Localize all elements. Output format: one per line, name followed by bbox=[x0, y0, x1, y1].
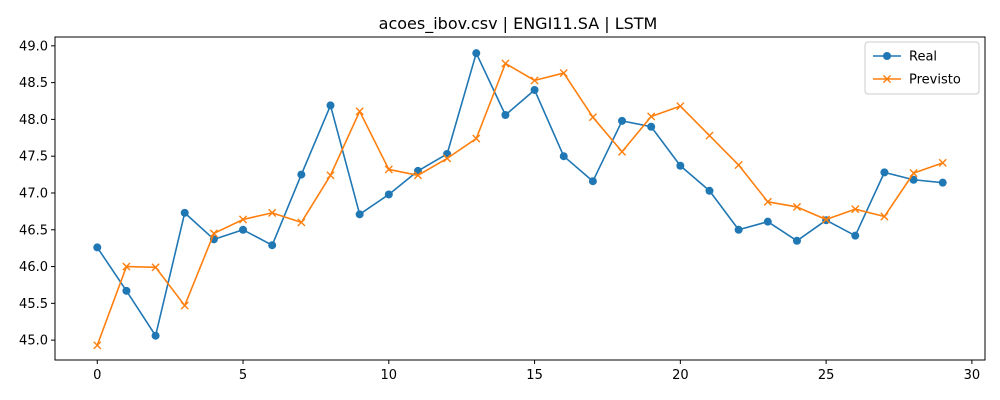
x-tick-label: 10 bbox=[381, 368, 398, 383]
data-point-previsto bbox=[647, 112, 656, 121]
data-point-real bbox=[676, 161, 685, 170]
data-point-previsto bbox=[530, 76, 539, 85]
legend-marker-real bbox=[883, 52, 891, 60]
data-point-real bbox=[297, 170, 306, 179]
data-point-previsto bbox=[268, 208, 277, 217]
data-point-real bbox=[472, 49, 481, 58]
data-point-previsto bbox=[792, 202, 802, 212]
plot-area: 0 5 10 15 20 25 30 45.0 45.5 46.0 46.5 47.0 47.5 48.0… bbox=[19, 36, 986, 383]
data-point-previsto bbox=[151, 263, 160, 272]
chart-title: acoes_ibov.csv | ENGI11.SA | LSTM bbox=[379, 14, 658, 34]
data-point-real bbox=[93, 243, 102, 252]
data-point-real bbox=[734, 225, 743, 234]
plot-frame bbox=[54, 36, 986, 361]
data-point-previsto bbox=[472, 134, 481, 143]
data-point-real bbox=[851, 231, 860, 240]
data-point-previsto bbox=[676, 102, 685, 111]
data-point-previsto bbox=[209, 229, 218, 238]
data-point-previsto bbox=[617, 147, 627, 156]
data-point-real bbox=[559, 152, 568, 161]
series-line-previsto bbox=[96, 62, 943, 346]
data-point-real bbox=[618, 116, 627, 125]
data-point-real bbox=[705, 186, 714, 195]
data-point-real bbox=[268, 241, 277, 250]
data-point-previsto bbox=[355, 107, 364, 116]
data-point-real bbox=[647, 122, 656, 131]
data-point-real bbox=[239, 225, 248, 234]
y-tick-label: 45.0 bbox=[19, 334, 48, 349]
y-tick-label: 49.0 bbox=[19, 39, 48, 54]
x-tick-label: 5 bbox=[239, 368, 247, 383]
y-tick-label: 46.0 bbox=[19, 260, 48, 275]
y-tick-label: 47.5 bbox=[19, 150, 48, 165]
data-point-previsto bbox=[180, 301, 189, 310]
data-point-previsto bbox=[443, 154, 452, 163]
x-tick-label: 30 bbox=[964, 368, 981, 383]
data-point-previsto bbox=[501, 59, 510, 68]
y-tick-label: 48.0 bbox=[19, 113, 48, 128]
data-point-real bbox=[355, 210, 364, 219]
data-point-real bbox=[792, 236, 801, 245]
data-point-previsto bbox=[122, 262, 131, 271]
legend-label-real: Real bbox=[909, 50, 937, 65]
data-point-previsto bbox=[238, 215, 248, 224]
data-point-previsto bbox=[326, 171, 335, 180]
data-point-real bbox=[938, 178, 947, 187]
y-tick-label: 45.5 bbox=[19, 297, 48, 312]
data-point-previsto bbox=[938, 158, 947, 167]
y-tick-label: 48.5 bbox=[19, 76, 48, 91]
data-point-previsto bbox=[559, 68, 568, 78]
data-point-previsto bbox=[705, 131, 714, 140]
x-tick-label: 15 bbox=[526, 368, 543, 383]
data-point-previsto bbox=[384, 165, 393, 174]
data-point-previsto bbox=[851, 205, 860, 214]
data-point-real bbox=[151, 331, 160, 340]
legend: Real Previsto bbox=[864, 41, 980, 95]
data-point-real bbox=[384, 190, 393, 199]
data-point-real bbox=[880, 168, 889, 177]
data-point-real bbox=[122, 286, 131, 295]
data-point-real bbox=[909, 175, 918, 184]
y-tick-label: 47.0 bbox=[19, 186, 48, 201]
data-point-previsto bbox=[880, 212, 889, 221]
legend-label-previsto: Previsto bbox=[909, 73, 961, 88]
data-point-previsto bbox=[297, 218, 306, 227]
legend-marker-previsto bbox=[882, 74, 892, 84]
x-tick-label: 25 bbox=[818, 368, 835, 383]
series-line-real bbox=[96, 52, 943, 337]
data-point-real bbox=[326, 101, 335, 110]
legend-box bbox=[864, 41, 980, 95]
data-point-real bbox=[530, 85, 539, 94]
data-point-previsto bbox=[909, 169, 918, 178]
data-point-previsto bbox=[93, 341, 102, 350]
data-point-previsto bbox=[763, 197, 772, 206]
data-point-previsto bbox=[588, 113, 597, 122]
data-point-real bbox=[763, 217, 772, 226]
data-point-real bbox=[588, 177, 597, 186]
data-point-real bbox=[180, 208, 189, 217]
data-point-real bbox=[501, 110, 510, 119]
x-tick-label: 0 bbox=[93, 368, 101, 383]
x-tick-label: 20 bbox=[672, 368, 689, 383]
y-tick-label: 46.5 bbox=[19, 223, 48, 238]
data-point-previsto bbox=[734, 160, 743, 170]
data-point-previsto bbox=[413, 171, 423, 180]
data-point-previsto bbox=[822, 215, 831, 224]
